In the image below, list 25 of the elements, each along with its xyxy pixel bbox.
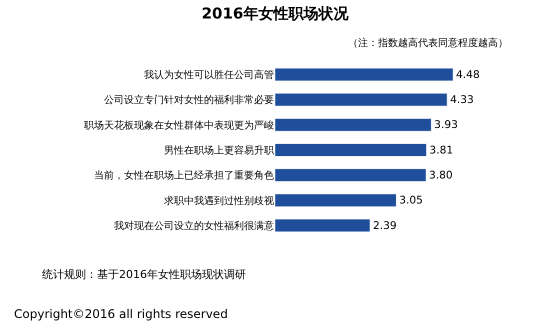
data-label: 4.48 (456, 68, 480, 81)
bar (275, 218, 370, 232)
text: Copyright©2016 all rights reserved (14, 307, 228, 321)
bar (275, 194, 396, 207)
chart-subtitle: （注：指数越高代表同意程度越高） (348, 37, 508, 49)
data-label: 3.93 (434, 118, 458, 132)
y-tick-label: 我对现在公司设立的女性福利很满意 (114, 220, 274, 232)
bar (275, 168, 426, 182)
y-tick-label: 男性在职场上更容易升职 (164, 144, 274, 156)
chart-title: 2016年女性职场状况 (202, 4, 350, 23)
bar (275, 143, 427, 157)
data-label: 2.39 (372, 218, 397, 232)
y-tick-label: 当前，女性在职场上已经承担了重要角色 (94, 170, 274, 182)
bar (275, 68, 454, 82)
data-label: 3.80 (429, 168, 453, 182)
y-tick-label: 公司设立专门针对女性的福利非常必要 (104, 94, 274, 106)
bar (275, 118, 432, 132)
data-label: 3.05 (399, 194, 423, 207)
data-label: 3.81 (429, 143, 454, 156)
y-tick-label: 求职中我遇到过性别歧视 (164, 194, 274, 207)
bar (275, 93, 448, 106)
y-tick-label: 我认为女性可以胜任公司高管 (144, 69, 274, 82)
data-label: 4.33 (450, 93, 474, 106)
y-tick-label: 职场天花板现象在女性群体中表现更为严峻 (84, 119, 274, 132)
text: 统计规则：基于2016年女性职场现状调研 (42, 268, 246, 281)
